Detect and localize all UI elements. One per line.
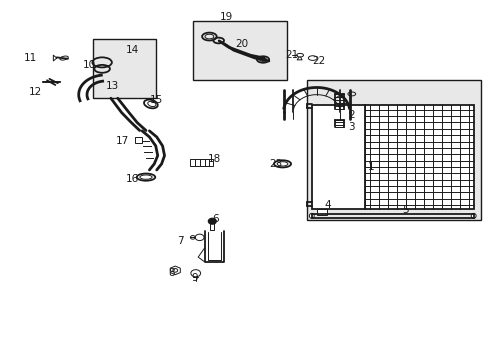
Polygon shape: [170, 266, 180, 275]
Text: 11: 11: [24, 53, 38, 63]
Text: 1: 1: [367, 162, 374, 172]
Ellipse shape: [470, 213, 475, 219]
Polygon shape: [93, 40, 156, 98]
Text: 13: 13: [106, 81, 119, 91]
Text: 6: 6: [211, 215, 218, 224]
Text: 10: 10: [82, 59, 96, 69]
Text: 22: 22: [311, 56, 325, 66]
Text: 20: 20: [235, 40, 248, 49]
Ellipse shape: [309, 213, 314, 219]
Text: 14: 14: [125, 45, 139, 55]
Polygon shape: [193, 22, 287, 80]
Polygon shape: [365, 105, 473, 210]
Text: 19: 19: [219, 12, 232, 22]
Polygon shape: [189, 159, 212, 166]
Text: 23: 23: [269, 159, 282, 169]
Text: 8: 8: [168, 268, 174, 278]
Text: 21: 21: [285, 50, 298, 60]
Text: 16: 16: [125, 174, 139, 184]
Text: 4: 4: [324, 200, 330, 210]
Text: 15: 15: [150, 95, 163, 105]
Text: 9: 9: [191, 273, 198, 283]
Text: 5: 5: [401, 206, 408, 216]
Circle shape: [208, 219, 216, 224]
Polygon shape: [316, 210, 327, 215]
Text: 2: 2: [348, 111, 354, 121]
Text: 3: 3: [348, 122, 354, 132]
Text: 7: 7: [177, 236, 183, 246]
Polygon shape: [306, 80, 480, 220]
Polygon shape: [311, 105, 365, 210]
Text: 17: 17: [116, 136, 129, 146]
Text: 12: 12: [29, 87, 42, 97]
Text: 18: 18: [207, 154, 221, 164]
